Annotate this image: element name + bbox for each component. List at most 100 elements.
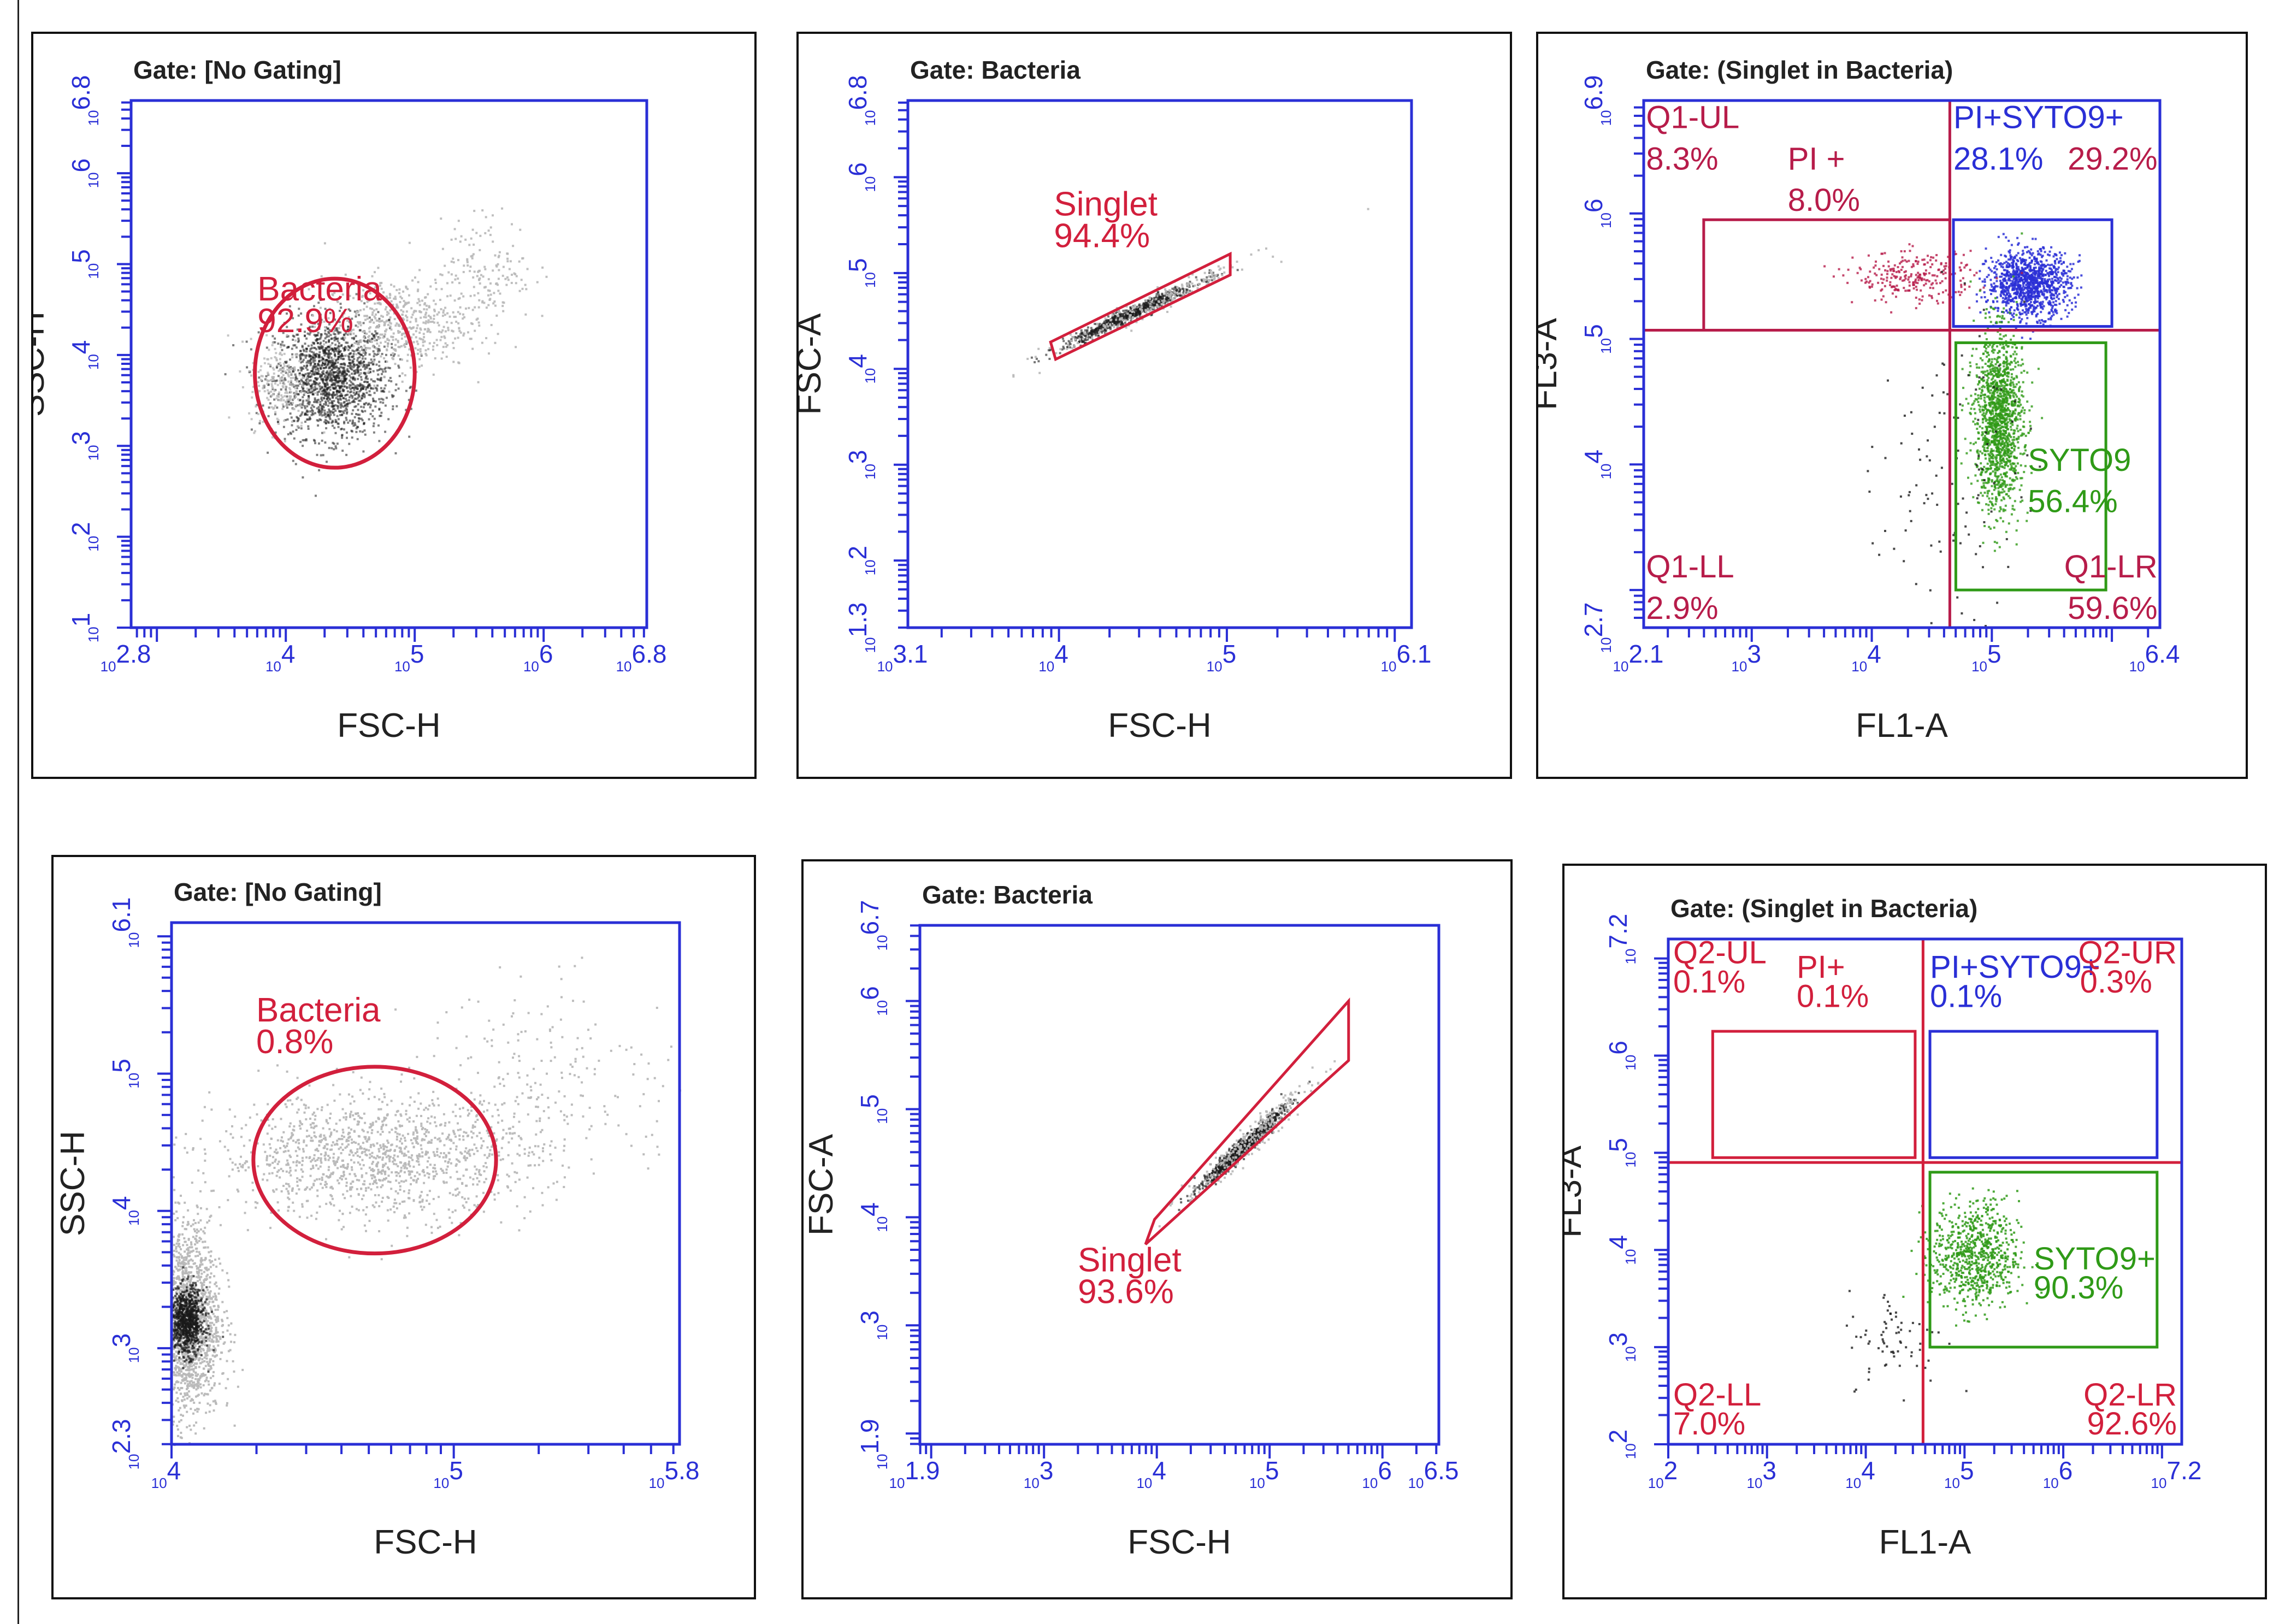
event-dot — [485, 216, 487, 218]
event-dot — [355, 427, 358, 430]
event-dot — [382, 336, 385, 339]
event-dot — [2020, 300, 2023, 303]
event-dot — [284, 440, 286, 442]
tick-base: 10 — [85, 263, 102, 279]
event-dot — [1088, 335, 1090, 338]
event-dot — [2024, 296, 2027, 298]
event-dot — [1124, 309, 1127, 312]
event-dot — [312, 346, 315, 349]
event-dot — [330, 380, 333, 383]
event-dot — [359, 382, 362, 385]
event-dot — [367, 403, 369, 406]
event-dot — [2014, 297, 2016, 299]
event-dot — [308, 327, 310, 329]
event-dot — [350, 362, 353, 364]
event-dot — [339, 414, 341, 416]
event-dot — [2052, 286, 2055, 289]
event-dot — [280, 388, 282, 391]
event-dot — [1985, 300, 1988, 303]
event-dot — [2063, 286, 2065, 288]
event-dot — [415, 389, 417, 392]
event-dot — [2049, 302, 2052, 304]
event-dot — [2011, 265, 2014, 268]
event-dot — [316, 371, 318, 374]
event-dot — [408, 330, 410, 333]
event-dot — [334, 344, 337, 346]
event-dot — [2008, 287, 2010, 290]
event-dot — [1168, 294, 1170, 296]
event-dot — [2054, 292, 2057, 294]
event-dot — [300, 421, 303, 424]
event-dot — [1068, 341, 1071, 344]
event-dot — [312, 351, 315, 354]
event-dot — [2015, 278, 2018, 281]
event-dot — [1095, 327, 1097, 330]
event-dot — [2023, 259, 2025, 262]
event-dot — [360, 387, 363, 389]
event-dot — [2019, 287, 2022, 290]
event-dot — [336, 376, 339, 379]
event-dot — [2034, 274, 2036, 276]
event-dot — [1109, 321, 1112, 324]
event-dot — [326, 379, 328, 381]
event-dot — [399, 358, 402, 361]
event-dot — [1983, 296, 1986, 298]
event-dot — [505, 284, 508, 286]
event-dot — [349, 379, 351, 382]
event-dot — [331, 349, 334, 352]
event-dot — [1897, 266, 1899, 268]
event-dot — [332, 387, 335, 390]
event-dot — [2024, 261, 2027, 264]
event-dot — [2021, 312, 2024, 315]
event-dot — [1196, 287, 1199, 290]
event-dot — [391, 336, 394, 338]
event-dot — [1075, 336, 1078, 339]
event-dot — [318, 347, 321, 350]
event-dot — [308, 353, 311, 356]
event-dot — [349, 322, 352, 324]
event-dot — [2050, 267, 2052, 270]
event-dot — [497, 333, 499, 335]
event-dot — [2010, 256, 2013, 258]
event-dot — [263, 362, 266, 364]
event-dot — [357, 357, 359, 359]
event-dot — [312, 405, 315, 408]
event-dot — [2020, 276, 2023, 279]
event-dot — [375, 387, 378, 390]
event-dot — [291, 424, 293, 427]
event-dot — [344, 363, 346, 365]
event-dot — [1894, 275, 1897, 278]
event-dot — [2009, 258, 2012, 261]
event-dot — [355, 398, 358, 400]
event-dot — [1083, 331, 1085, 334]
event-dot — [281, 370, 284, 373]
event-dot — [335, 327, 338, 330]
event-dot — [1996, 285, 1999, 288]
event-dot — [310, 347, 313, 350]
event-dot — [385, 367, 387, 369]
event-dot — [350, 391, 353, 393]
event-dot — [393, 312, 395, 315]
event-dot — [1185, 283, 1188, 286]
event-dot — [2012, 265, 2015, 268]
tick-exponent: 6.8 — [843, 75, 872, 110]
event-dot — [318, 316, 321, 318]
event-dot — [1980, 296, 1983, 299]
event-dot — [320, 393, 322, 395]
event-dot — [438, 311, 440, 314]
event-dot — [508, 268, 511, 270]
event-dot — [1984, 259, 1987, 262]
event-dot — [1869, 270, 1871, 273]
event-dot — [401, 358, 403, 361]
event-dot — [355, 430, 358, 433]
event-dot — [450, 273, 453, 276]
event-dot — [2067, 287, 2070, 290]
event-dot — [271, 388, 274, 391]
event-dot — [1106, 327, 1108, 329]
event-dot — [2035, 259, 2038, 262]
event-dot — [2070, 268, 2073, 270]
event-dot — [286, 400, 289, 403]
event-dot — [309, 401, 311, 404]
event-dot — [2064, 271, 2066, 274]
event-dot — [392, 352, 394, 355]
